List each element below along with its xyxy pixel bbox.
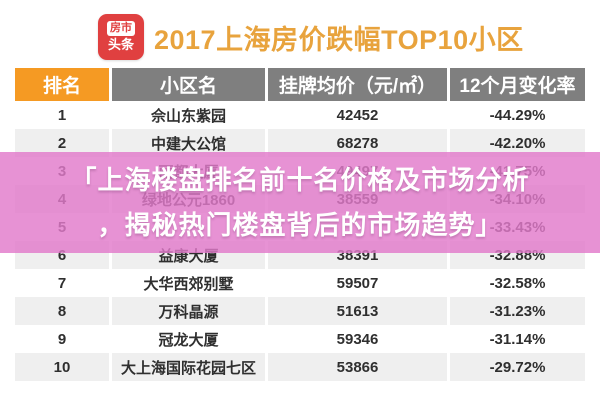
cell-name: 万科晶源 (112, 297, 268, 325)
cell-price: 42452 (268, 101, 450, 129)
cell-change: -31.14% (489, 330, 546, 348)
cell-name: 冠龙大厦 (112, 325, 268, 353)
cell-name: 佘山东紫园 (112, 101, 268, 129)
column-header-rank: 排名 (15, 68, 112, 101)
cell-change: -42.20% (489, 134, 546, 152)
cell-price: 53866 (268, 353, 450, 381)
overlay-text-line1: 「上海楼盘排名前十名价格及市场分析 (70, 164, 530, 195)
overlay-text-line2: ，揭秘热门楼盘背后的市场趋势」 (97, 209, 503, 240)
cell-change: -31.23% (489, 302, 546, 320)
cell-price: 51613 (268, 297, 450, 325)
cell-price: 68278 (268, 129, 450, 157)
table-row: 1 佘山东紫园 42452 -44.29% (15, 101, 585, 129)
cell-rank: 6 (15, 241, 112, 269)
cell-rank: 2 (15, 129, 112, 157)
cell-rank: 10 (15, 353, 112, 381)
cell-name: 大华西郊别墅 (112, 269, 268, 297)
page-title: 2017上海房价跌幅TOP10小区 (154, 24, 524, 55)
table-row: 8 万科晶源 51613 -31.23% (15, 297, 585, 325)
cell-change: -29.72% (489, 358, 546, 376)
cell-name: 中建大公馆 (112, 129, 268, 157)
table-header-row: 排名 小区名 挂牌均价（元/㎡） 12个月变化率 (15, 68, 585, 101)
cell-change: -32.58% (489, 274, 546, 292)
column-header-change: 12个月变化率 (450, 68, 585, 101)
fangshi-toutiao-logo-icon: 房市 头条 (98, 14, 144, 60)
cell-rank: 9 (15, 325, 112, 353)
promo-overlay-banner: 「上海楼盘排名前十名价格及市场分析 ，揭秘热门楼盘背后的市场趋势」 (0, 152, 600, 253)
cell-change: -44.29% (489, 106, 546, 124)
cell-name: 大上海国际花园七区 (112, 353, 268, 381)
cell-price: 59346 (268, 325, 450, 353)
cell-rank: 7 (15, 269, 112, 297)
brand-header: 房市 头条 2017上海房价跌幅TOP10小区 (98, 14, 524, 60)
cell-rank: 8 (15, 297, 112, 325)
cell-rank: 1 (15, 101, 112, 129)
column-header-price: 挂牌均价（元/㎡） (268, 68, 450, 101)
table-row: 10 大上海国际花园七区 53866 -29.72% (15, 353, 585, 381)
logo-line1: 房市 (107, 21, 135, 36)
logo-line2: 头条 (107, 37, 134, 52)
table-row: 7 大华西郊别墅 59507 -32.58% (15, 269, 585, 297)
table-row: 9 冠龙大厦 59346 -31.14% (15, 325, 585, 353)
cell-price: 59507 (268, 269, 450, 297)
column-header-name: 小区名 (112, 68, 268, 101)
